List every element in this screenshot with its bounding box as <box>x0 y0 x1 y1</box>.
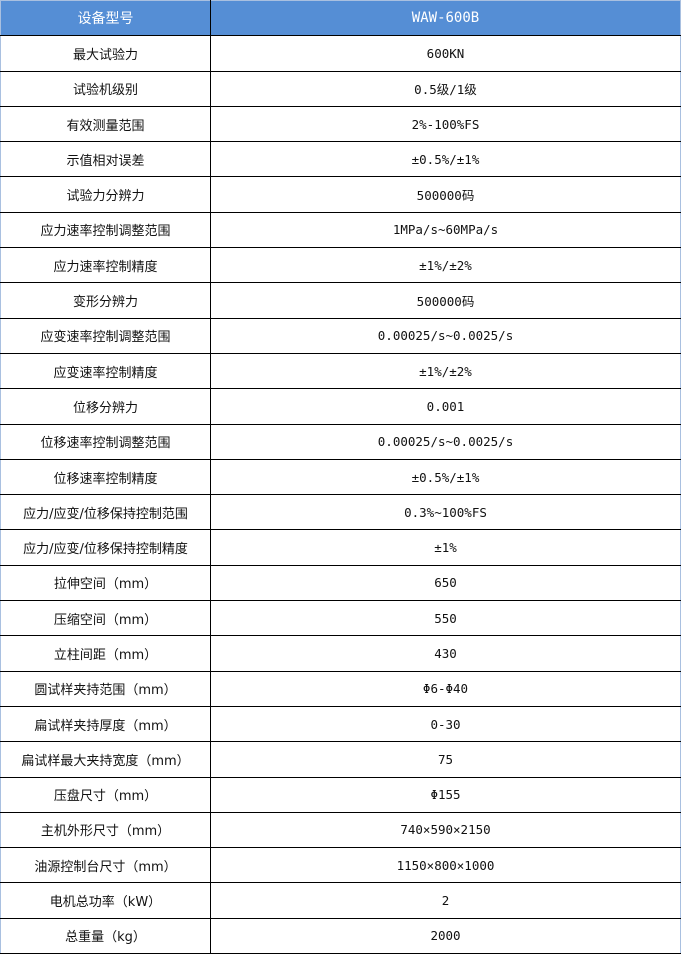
spec-label: 变形分辨力 <box>0 282 211 319</box>
spec-label: 拉伸空间（mm） <box>0 564 211 602</box>
spec-label: 应变速率控制调整范围 <box>0 317 211 354</box>
spec-label: 示值相对误差 <box>0 141 211 178</box>
table-row: 扁试样最大夹持宽度（mm） 75 <box>0 741 681 778</box>
spec-value: 0.00025/s~0.0025/s <box>210 423 681 460</box>
spec-value: 75 <box>210 741 681 778</box>
header-label: 设备型号 <box>0 0 211 37</box>
spec-value: 2000 <box>210 917 681 954</box>
spec-value: 550 <box>210 600 681 637</box>
spec-label: 立柱间距（mm） <box>0 635 211 672</box>
spec-label: 应变速率控制精度 <box>0 352 211 390</box>
table-row: 变形分辨力 500000码 <box>0 282 681 319</box>
spec-label: 应力速率控制精度 <box>0 247 211 284</box>
table-row: 压缩空间（mm） 550 <box>0 600 681 637</box>
table-row: 试验力分辨力 500000码 <box>0 176 681 213</box>
spec-label: 扁试样最大夹持宽度（mm） <box>0 741 211 778</box>
table-row: 主机外形尺寸（mm） 740×590×2150 <box>0 811 681 849</box>
spec-value: 1MPa/s~60MPa/s <box>210 211 681 249</box>
spec-label: 应力速率控制调整范围 <box>0 211 211 249</box>
table-row: 压盘尺寸（mm） Φ155 <box>0 776 681 813</box>
spec-label: 最大试验力 <box>0 35 211 72</box>
table-row: 位移分辨力 0.001 <box>0 388 681 425</box>
table-row: 有效测量范围 2%-100%FS <box>0 105 681 143</box>
spec-value: ±1% <box>210 529 681 566</box>
spec-value: 500000码 <box>210 176 681 213</box>
spec-label: 有效测量范围 <box>0 105 211 143</box>
table-row: 应力/应变/位移保持控制精度 ±1% <box>0 529 681 566</box>
spec-value: 0.001 <box>210 388 681 425</box>
spec-value: Φ6-Φ40 <box>210 670 681 707</box>
table-row: 最大试验力 600KN <box>0 35 681 72</box>
spec-value: ±1%/±2% <box>210 247 681 284</box>
table-row: 油源控制台尺寸（mm） 1150×800×1000 <box>0 847 681 884</box>
table-row: 应变速率控制精度 ±1%/±2% <box>0 352 681 390</box>
table-row: 应力速率控制精度 ±1%/±2% <box>0 247 681 284</box>
spec-label: 压盘尺寸（mm） <box>0 776 211 813</box>
spec-value: 650 <box>210 564 681 602</box>
spec-label: 电机总功率（kW） <box>0 882 211 919</box>
spec-value: 740×590×2150 <box>210 811 681 849</box>
spec-label: 试验力分辨力 <box>0 176 211 213</box>
spec-label: 圆试样夹持范围（mm） <box>0 670 211 707</box>
table-row: 拉伸空间（mm） 650 <box>0 564 681 602</box>
spec-label: 总重量（kg） <box>0 917 211 954</box>
table-row: 扁试样夹持厚度（mm） 0-30 <box>0 705 681 743</box>
table-row: 总重量（kg） 2000 <box>0 917 681 954</box>
spec-label: 压缩空间（mm） <box>0 600 211 637</box>
spec-label: 位移分辨力 <box>0 388 211 425</box>
spec-label: 应力/应变/位移保持控制精度 <box>0 529 211 566</box>
table-row: 立柱间距（mm） 430 <box>0 635 681 672</box>
header-value: WAW-600B <box>210 0 681 37</box>
spec-label: 应力/应变/位移保持控制范围 <box>0 494 211 531</box>
spec-value: 0.3%~100%FS <box>210 494 681 531</box>
spec-label: 试验机级别 <box>0 70 211 107</box>
spec-label: 主机外形尺寸（mm） <box>0 811 211 849</box>
spec-value: 430 <box>210 635 681 672</box>
table-row: 位移速率控制调整范围 0.00025/s~0.0025/s <box>0 423 681 460</box>
table-row: 位移速率控制精度 ±0.5%/±1% <box>0 458 681 496</box>
table-row: 电机总功率（kW） 2 <box>0 882 681 919</box>
table-row: 应力速率控制调整范围 1MPa/s~60MPa/s <box>0 211 681 249</box>
spec-value: ±0.5%/±1% <box>210 458 681 496</box>
spec-value: 0-30 <box>210 705 681 743</box>
spec-label: 位移速率控制调整范围 <box>0 423 211 460</box>
table-row: 圆试样夹持范围（mm） Φ6-Φ40 <box>0 670 681 707</box>
spec-value: 1150×800×1000 <box>210 847 681 884</box>
spec-value: 2 <box>210 882 681 919</box>
spec-value: 2%-100%FS <box>210 105 681 143</box>
table-header-row: 设备型号 WAW-600B <box>0 0 681 37</box>
spec-value: Φ155 <box>210 776 681 813</box>
spec-label: 油源控制台尺寸（mm） <box>0 847 211 884</box>
table-row: 试验机级别 0.5级/1级 <box>0 70 681 107</box>
spec-value: 0.5级/1级 <box>210 70 681 107</box>
spec-label: 扁试样夹持厚度（mm） <box>0 705 211 743</box>
table-row: 应力/应变/位移保持控制范围 0.3%~100%FS <box>0 494 681 531</box>
spec-value: 600KN <box>210 35 681 72</box>
spec-value: ±0.5%/±1% <box>210 141 681 178</box>
table-row: 示值相对误差 ±0.5%/±1% <box>0 141 681 178</box>
spec-label: 位移速率控制精度 <box>0 458 211 496</box>
spec-value: ±1%/±2% <box>210 352 681 390</box>
spec-value: 0.00025/s~0.0025/s <box>210 317 681 354</box>
spec-value: 500000码 <box>210 282 681 319</box>
table-row: 应变速率控制调整范围 0.00025/s~0.0025/s <box>0 317 681 354</box>
